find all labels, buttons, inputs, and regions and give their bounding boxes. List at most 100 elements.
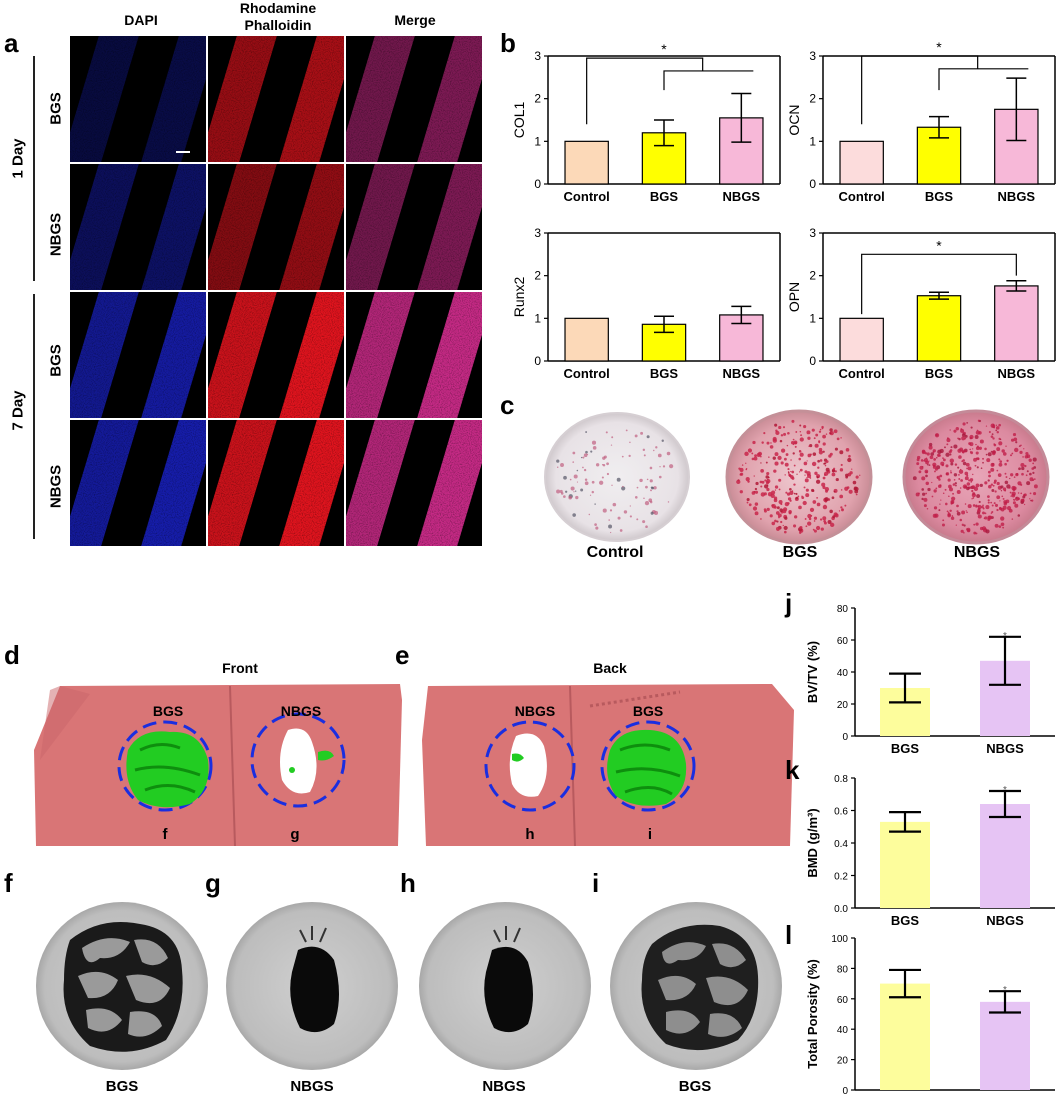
x-tick-label: BGS — [925, 366, 954, 381]
caption-c-control: Control — [586, 544, 644, 561]
caption-g: NBGS — [290, 1078, 334, 1095]
panel-b-charts: 0 1 2 3 Control BGS NBGS COL1 * 0 1 2 3 Control BGS NBG… — [511, 39, 1056, 381]
y-tick-label: 3 — [534, 226, 541, 240]
y-tick-label: 1 — [534, 311, 541, 325]
y-axis-label: OPN — [786, 282, 802, 312]
fluor-tile-r4-c1 — [70, 420, 206, 546]
significance-star: * — [661, 41, 667, 57]
chart-b1: 0 1 2 3 Control BGS NBGS COL1 * — [511, 41, 781, 204]
bar-bgs — [880, 821, 930, 908]
significance-star: * — [1003, 785, 1007, 796]
fluor-tile-r3-c3 — [346, 292, 482, 418]
row-label-nbgs-1: NBGS — [47, 212, 65, 257]
y-axis-label: Total Porosity (%) — [805, 959, 820, 1069]
y-tick-label: 3 — [809, 226, 816, 240]
bar-control — [839, 317, 884, 362]
title-front: Front — [222, 660, 258, 676]
fluor-tile-r4-c2 — [208, 420, 344, 546]
time-label-7day: 7 Day — [9, 390, 27, 431]
fluor-tile-r2-c3 — [346, 164, 482, 290]
group-bar-7day — [33, 294, 35, 539]
panel-label-d: d — [4, 640, 20, 670]
y-axis-label: COL1 — [511, 102, 527, 139]
label-d-nbgs: NBGS — [280, 703, 322, 719]
row-label-bgs-7: BGS — [47, 344, 65, 377]
x-tick-label: NBGS — [998, 366, 1036, 381]
y-tick-label: 0.8 — [834, 774, 848, 785]
y-tick-label: 1 — [809, 311, 816, 325]
chart-k: 0.0 0.2 0.4 0.6 0.8 BGS NBGS BMD (g/m³) * — [805, 774, 1055, 928]
bar-bgs — [880, 983, 930, 1090]
column-label-merge: Merge — [394, 12, 436, 28]
dish-nbgs — [902, 409, 1050, 545]
ct-slice-f — [36, 902, 208, 1070]
y-tick-label: 20 — [837, 700, 849, 711]
fluor-tile-r4-c3 — [346, 420, 482, 546]
y-tick-label: 0 — [534, 354, 541, 368]
chart-b2: 0 1 2 3 Control BGS NBGS OCN * — [786, 39, 1056, 204]
marker-f: f — [162, 826, 168, 843]
panel-label-e: e — [395, 640, 410, 670]
y-tick-label: 60 — [837, 995, 849, 1006]
panel-label-g: g — [205, 868, 221, 898]
y-tick-label: 0 — [809, 177, 816, 191]
bar-control — [564, 140, 609, 185]
chart-l: 0 20 40 60 80 100 BGS NBGS Total Porosity (%) * — [805, 934, 1055, 1098]
y-tick-label: 3 — [534, 49, 541, 63]
bar-control — [564, 317, 609, 362]
y-tick-label: 80 — [837, 604, 849, 615]
marker-i: i — [647, 826, 653, 843]
significance-star: * — [1003, 985, 1007, 996]
fluor-tile-r1-c2 — [208, 36, 344, 162]
x-tick-label: Control — [564, 189, 610, 204]
significance-star: * — [936, 39, 942, 55]
bar-control — [839, 140, 884, 185]
y-tick-label: 40 — [837, 1025, 849, 1036]
y-tick-label: 0.2 — [834, 872, 848, 883]
column-label-rhodamine: Rhodamine Phalloidin — [239, 0, 317, 33]
panel-label-i: i — [592, 868, 600, 898]
x-tick-label: NBGS — [986, 913, 1024, 928]
y-axis-label: Runx2 — [511, 277, 527, 318]
significance-star: * — [1003, 631, 1007, 642]
bar-nbgs — [980, 1001, 1030, 1090]
panel-label-c: c — [500, 390, 515, 420]
caption-c-nbgs: NBGS — [953, 544, 1001, 561]
ct-slice-g — [226, 902, 398, 1070]
fluor-tile-r1-c3 — [346, 36, 482, 162]
fluorescence-grid — [70, 36, 482, 546]
y-tick-label: 2 — [534, 269, 541, 283]
y-tick-label: 0 — [534, 177, 541, 191]
significance-bracket — [861, 253, 1017, 315]
fluor-tile-r1-c1 — [70, 36, 206, 162]
y-tick-label: 40 — [837, 668, 849, 679]
significance-bracket — [586, 57, 704, 125]
y-tick-label: 3 — [809, 49, 816, 63]
chart-j: 0 20 40 60 80 BGS NBGS BV/TV (%) * — [805, 604, 1055, 756]
panel-label-l: l — [785, 920, 793, 950]
panel-label-b: b — [500, 28, 516, 58]
x-tick-label: Control — [839, 366, 885, 381]
caption-i: BGS — [678, 1078, 712, 1095]
y-tick-label: 0 — [809, 354, 816, 368]
y-axis-label: OCN — [786, 104, 802, 135]
bar-nbgs — [994, 285, 1039, 362]
panel-label-a: a — [4, 28, 19, 58]
x-tick-label: BGS — [650, 366, 679, 381]
y-tick-label: 20 — [837, 1056, 849, 1067]
panel-label-f: f — [4, 868, 13, 898]
bar-bgs — [916, 295, 962, 362]
x-tick-label: BGS — [891, 1095, 920, 1098]
y-axis-label: BMD (g/m³) — [805, 808, 820, 877]
group-bar-1day — [33, 56, 35, 281]
time-label-1day: 1 Day — [9, 138, 27, 179]
y-tick-label: 0.4 — [834, 839, 848, 850]
row-label-bgs-1: BGS — [47, 92, 65, 125]
fluor-tile-r2-c2 — [208, 164, 344, 290]
x-tick-label: NBGS — [986, 1095, 1024, 1098]
marker-g: g — [290, 826, 300, 843]
y-tick-label: 2 — [534, 92, 541, 106]
fluor-tile-r3-c2 — [208, 292, 344, 418]
caption-c-bgs: BGS — [782, 544, 818, 561]
